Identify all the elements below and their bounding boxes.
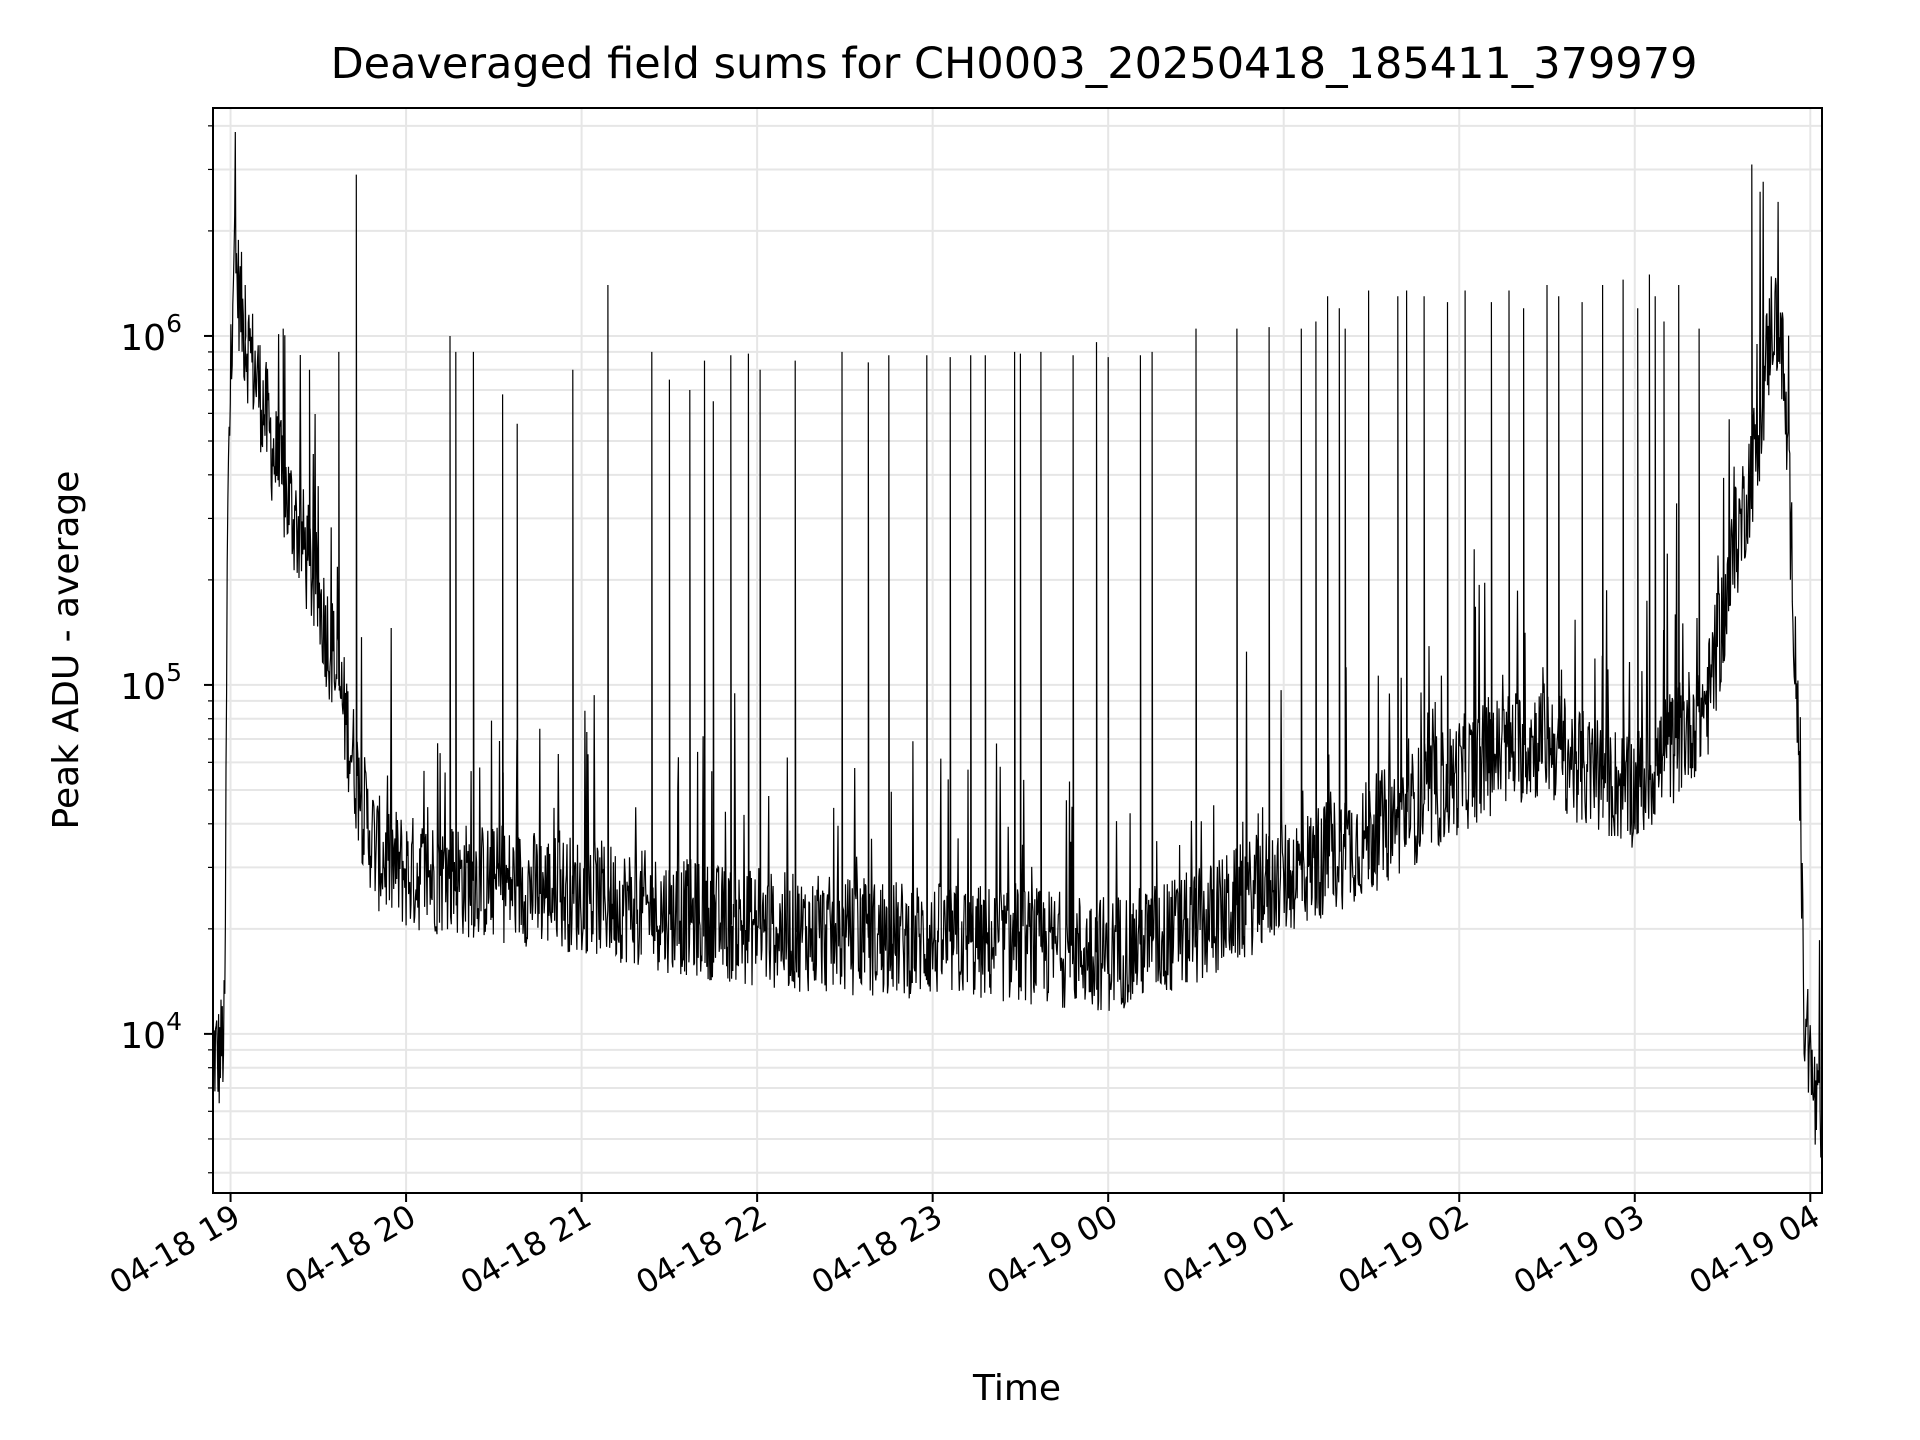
y-tick-label: 104 [120, 1007, 182, 1057]
y-tick-label: 105 [120, 658, 182, 708]
series-line [212, 131, 1823, 1192]
series-line-path [212, 131, 1823, 1192]
chart-title: Deaveraged field sums for CH0003_2025041… [331, 39, 1698, 89]
grid [213, 108, 1822, 1193]
y-axis-label: Peak ADU - average [46, 471, 87, 830]
plot-area-frame [212, 107, 1823, 1194]
x-axis-label: Time [972, 1368, 1061, 1409]
y-axis: 104 105 106 [120, 125, 213, 1174]
y-tick-label: 106 [120, 309, 182, 359]
